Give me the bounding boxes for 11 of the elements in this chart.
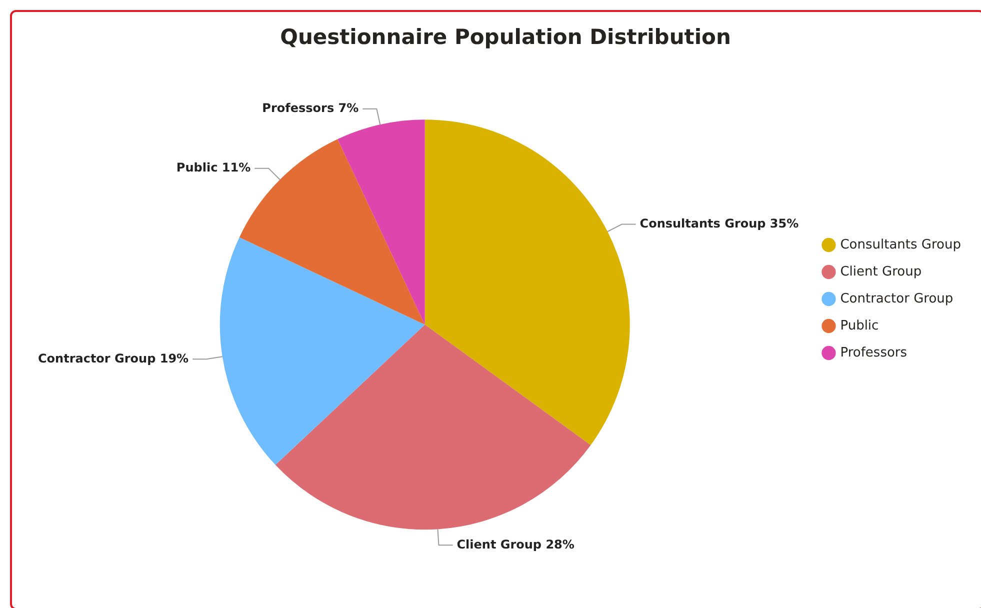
chart-title: Questionnaire Population Distribution [280,25,731,50]
legend-label: Consultants Group [840,237,962,252]
legend-label: Contractor Group [840,291,954,306]
category-label: Contractor Group 19% [38,351,189,366]
legend-label: Client Group [840,264,922,280]
category-label: Professors 7% [262,101,359,116]
legend-label: Public [840,318,879,334]
category-label: Client Group 28% [456,537,574,552]
legend-label: Professors [840,345,908,360]
category-label: Consultants Group 35% [640,216,799,230]
category-label: Public 11% [176,160,251,174]
